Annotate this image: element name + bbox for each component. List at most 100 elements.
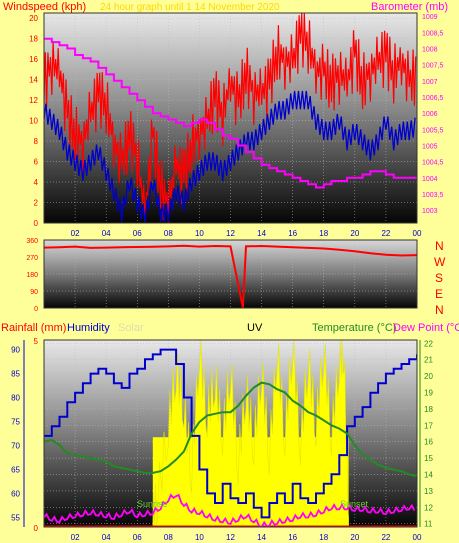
x-tick-label: 02: [71, 533, 80, 542]
y-right-tick-label: 1006,5: [422, 95, 444, 102]
y-left-tick-label: 20: [29, 14, 38, 23]
compass-s: S: [435, 271, 443, 285]
x-tick-label: 06: [133, 229, 142, 238]
humidity-tick-label: 65: [11, 465, 20, 474]
y-left-tick-label: 12: [29, 96, 38, 105]
humidity-tick-label: 90: [11, 346, 20, 355]
x-tick-label: 18: [319, 229, 328, 238]
legend-humidity: Humidity: [67, 322, 110, 334]
y-right-tick-label: 1008,5: [422, 30, 444, 37]
x-tick-label: 00: [413, 533, 422, 542]
compass-n-top: N: [435, 239, 444, 253]
temperature-tick-label: 19: [424, 388, 433, 397]
y-right-tick-label: 1005: [422, 143, 438, 150]
y-left-tick-label: 8: [34, 137, 39, 146]
rain-tick-label: 5: [34, 337, 39, 346]
x-tick-label: 00: [413, 229, 422, 238]
temperature-tick-label: 21: [424, 356, 433, 365]
x-tick-label: 20: [350, 533, 359, 542]
y-left-tick-label: 4: [34, 178, 39, 187]
x-tick-label: 08: [164, 533, 173, 542]
legend-temperature: Temperature (°C): [312, 322, 396, 334]
legend-barometer: Barometer (mb): [371, 1, 448, 13]
legend-rainfall: Rainfall (mm): [1, 322, 66, 334]
temperature-tick-label: 17: [424, 421, 433, 430]
direction-tick-label: 270: [26, 255, 38, 262]
compass-e: E: [435, 287, 443, 301]
x-tick-label: 10: [195, 533, 204, 542]
chart-title: 24 hour graph until 1 14 November 2020: [100, 2, 280, 13]
wind-average-series: [44, 90, 416, 223]
y-right-tick-label: 1008: [422, 47, 438, 54]
humidity-tick-label: 75: [11, 418, 20, 427]
x-tick-label: 08: [164, 229, 173, 238]
wind-barometer-panel: 02 04 06 08 10 12 14 16 18 20 22 000246810121416182…: [3, 1, 448, 238]
x-tick-label: 14: [257, 533, 266, 542]
x-tick-label: 02: [71, 229, 80, 238]
x-tick-label: 06: [133, 533, 142, 542]
sunrise-label: Sunrise: [137, 499, 168, 509]
humidity-series: [44, 348, 417, 519]
y-right-tick-label: 1005,5: [422, 127, 444, 134]
y-right-tick-label: 1004,5: [422, 160, 444, 167]
x-tick-label: 10: [195, 229, 204, 238]
y-left-tick-label: 18: [29, 35, 38, 44]
x-tick-label: 18: [319, 533, 328, 542]
legend-solar: Solar: [118, 322, 144, 334]
sunset-label: Sunset: [340, 499, 369, 509]
compass-n-bottom: N: [435, 303, 444, 317]
rain-tick-label: 0: [34, 524, 39, 533]
dewpoint-series: [44, 493, 416, 527]
x-tick-label: 22: [381, 533, 390, 542]
humidity-tick-label: 70: [11, 441, 20, 450]
temperature-series: [44, 381, 417, 478]
compass-w: W: [434, 255, 446, 269]
y-left-tick-label: 10: [29, 117, 38, 126]
solar-series: [152, 340, 349, 527]
x-tick-label: 04: [102, 229, 111, 238]
temperature-tick-label: 18: [424, 405, 433, 414]
x-tick-label: 12: [226, 533, 235, 542]
direction-tick-label: 90: [30, 289, 38, 296]
humidity-tick-label: 55: [11, 513, 20, 522]
y-right-tick-label: 1009: [422, 14, 438, 21]
y-right-tick-label: 1007,5: [422, 63, 444, 70]
wind-direction-series: [44, 244, 417, 308]
legend-dewpoint: Dew Point (°C): [393, 322, 459, 334]
x-tick-label: 22: [381, 229, 390, 238]
temperature-tick-label: 13: [424, 487, 433, 496]
x-tick-label: 12: [226, 229, 235, 238]
temperature-tick-label: 14: [424, 471, 433, 480]
direction-tick-label: 360: [26, 238, 38, 245]
barometer-series: [44, 37, 417, 189]
y-left-tick-label: 6: [34, 158, 39, 167]
temperature-tick-label: 15: [424, 454, 433, 463]
y-left-tick-label: 0: [34, 219, 39, 228]
temperature-tick-label: 20: [424, 372, 433, 381]
temperature-tick-label: 11: [424, 520, 433, 529]
legend-windspeed: Windspeed (kph): [3, 1, 86, 13]
y-right-tick-label: 1007: [422, 79, 438, 86]
temperature-humidity-panel: 02 04 06 08 10 12 14 16 18 20 22 00 55 60 65 70 75 80 85 90…: [1, 322, 459, 542]
humidity-tick-label: 85: [11, 370, 20, 379]
y-left-tick-label: 16: [29, 55, 38, 64]
temperature-tick-label: 22: [424, 339, 433, 348]
direction-tick-label: 180: [26, 272, 38, 279]
y-right-tick-label: 1004: [422, 176, 438, 183]
humidity-tick-label: 60: [11, 489, 20, 498]
x-tick-label: 16: [288, 229, 297, 238]
x-tick-label: 20: [350, 229, 359, 238]
temperature-tick-label: 16: [424, 438, 433, 447]
wind-direction-panel: 0 90 180 270 360 N W S E N: [26, 238, 446, 317]
x-tick-label: 16: [288, 533, 297, 542]
x-tick-label: 14: [257, 229, 266, 238]
humidity-tick-label: 80: [11, 394, 20, 403]
legend-uv: UV: [247, 322, 263, 334]
wind-gust-series: [44, 13, 417, 223]
direction-tick-label: 0: [34, 306, 38, 313]
y-left-tick-label: 2: [34, 199, 39, 208]
y-left-tick-label: 14: [29, 76, 38, 85]
y-right-tick-label: 1003,5: [422, 192, 444, 199]
y-right-tick-label: 1006: [422, 111, 438, 118]
